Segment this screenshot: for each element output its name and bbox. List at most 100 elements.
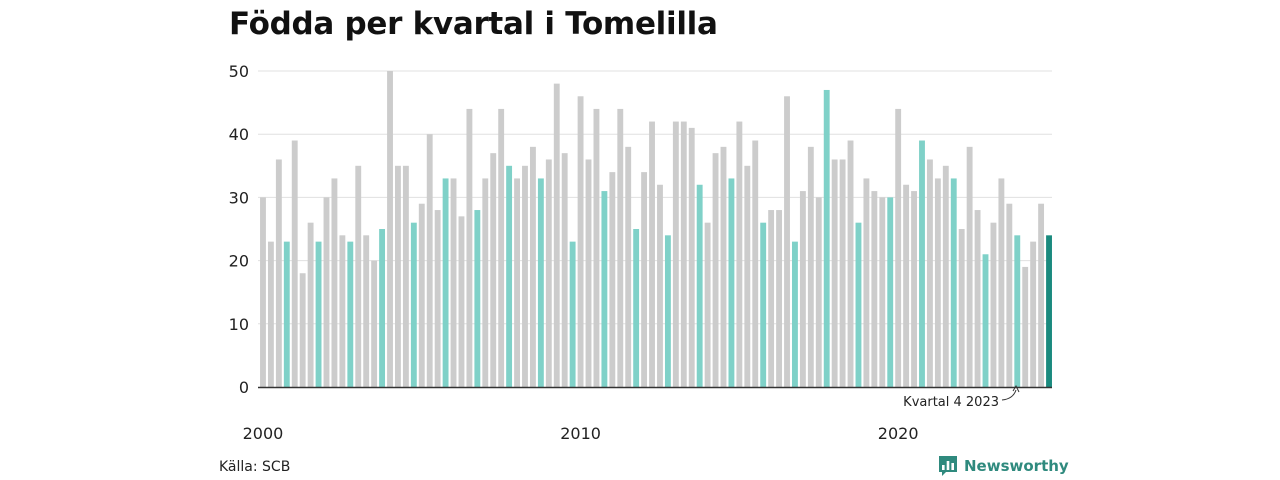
bar bbox=[1006, 203, 1013, 387]
source-label: Källa: SCB bbox=[219, 459, 291, 475]
bar bbox=[307, 222, 314, 387]
bar bbox=[776, 210, 783, 387]
bar bbox=[712, 153, 719, 387]
y-tick-label: 50 bbox=[229, 62, 249, 81]
annotation: Kvartal 4 2023 bbox=[903, 384, 1020, 410]
bar bbox=[506, 165, 513, 387]
bar bbox=[784, 96, 790, 387]
y-tick-label: 30 bbox=[229, 188, 249, 207]
x-tick-label: 2000 bbox=[243, 424, 284, 443]
bar bbox=[998, 178, 1005, 387]
bar bbox=[696, 184, 703, 387]
bar bbox=[395, 165, 401, 387]
bar bbox=[879, 197, 886, 387]
bar bbox=[720, 146, 727, 387]
bar bbox=[601, 191, 608, 387]
chart-title: Födda per kvartal i Tomelilla bbox=[229, 6, 718, 42]
bar bbox=[498, 108, 505, 388]
bar bbox=[911, 191, 917, 387]
bar bbox=[1046, 235, 1052, 387]
bar bbox=[585, 159, 592, 387]
bar bbox=[514, 178, 520, 387]
bar bbox=[275, 159, 282, 387]
bar bbox=[919, 140, 925, 387]
bar bbox=[736, 121, 743, 387]
bar bbox=[537, 178, 544, 387]
bar bbox=[609, 172, 616, 387]
annotation-label: Kvartal 4 2023 bbox=[903, 395, 999, 410]
y-tick-label: 20 bbox=[229, 252, 249, 271]
bar bbox=[1038, 203, 1045, 387]
bar bbox=[363, 235, 370, 387]
newsworthy-icon bbox=[939, 456, 957, 476]
bar bbox=[958, 229, 965, 387]
bar bbox=[664, 235, 671, 387]
bar bbox=[418, 203, 425, 387]
bar bbox=[347, 241, 354, 387]
bar bbox=[1030, 241, 1037, 387]
bar bbox=[442, 178, 449, 387]
x-tick-label: 2010 bbox=[560, 424, 601, 443]
bar bbox=[657, 184, 663, 387]
bar bbox=[545, 159, 552, 387]
annotation-arrowhead bbox=[1012, 384, 1020, 393]
bar bbox=[474, 210, 481, 387]
bar bbox=[966, 146, 973, 387]
bar bbox=[799, 191, 806, 387]
bar bbox=[291, 140, 298, 387]
bar bbox=[760, 222, 767, 387]
y-tick-label: 10 bbox=[229, 315, 249, 334]
bar bbox=[768, 210, 775, 387]
bar bbox=[752, 140, 759, 387]
bar bbox=[553, 83, 560, 387]
bar bbox=[1014, 235, 1021, 387]
bar bbox=[903, 184, 910, 387]
bar bbox=[649, 121, 655, 387]
bar bbox=[942, 165, 949, 387]
bar bbox=[950, 178, 957, 387]
bar bbox=[823, 89, 830, 388]
bar bbox=[744, 165, 751, 387]
bar bbox=[561, 153, 568, 387]
bar bbox=[450, 178, 457, 387]
bar bbox=[522, 165, 528, 387]
bar bbox=[887, 197, 894, 387]
bar bbox=[482, 178, 489, 387]
bar bbox=[458, 216, 465, 387]
y-tick-label: 40 bbox=[229, 125, 249, 144]
bar bbox=[895, 108, 902, 388]
brand-name: Newsworthy bbox=[964, 457, 1069, 475]
bar bbox=[982, 254, 989, 387]
bar bbox=[855, 222, 862, 387]
bar bbox=[466, 108, 473, 388]
annotation-arrow bbox=[1001, 389, 1017, 401]
bar bbox=[529, 146, 536, 387]
bar bbox=[839, 159, 846, 387]
bar bbox=[299, 273, 306, 387]
brand-logo: Newsworthy bbox=[938, 455, 1069, 477]
bar bbox=[371, 260, 378, 387]
bar bbox=[323, 197, 330, 387]
bar bbox=[625, 146, 632, 387]
bar bbox=[728, 178, 735, 387]
gridlines bbox=[258, 70, 1052, 325]
bars bbox=[258, 71, 1052, 389]
bar bbox=[387, 71, 393, 387]
bar bbox=[1022, 266, 1029, 387]
bar bbox=[379, 229, 386, 387]
bar bbox=[704, 222, 711, 387]
bar bbox=[490, 153, 497, 387]
bar bbox=[569, 241, 576, 387]
bar bbox=[339, 235, 346, 387]
bar bbox=[815, 197, 822, 387]
bar bbox=[402, 165, 409, 387]
bar bbox=[617, 108, 624, 388]
bar bbox=[355, 165, 362, 387]
bar bbox=[807, 146, 814, 387]
bar bbox=[831, 159, 838, 387]
y-tick-label: 0 bbox=[239, 378, 249, 397]
bar bbox=[315, 241, 322, 387]
bar bbox=[260, 197, 266, 387]
bar bbox=[863, 178, 870, 387]
